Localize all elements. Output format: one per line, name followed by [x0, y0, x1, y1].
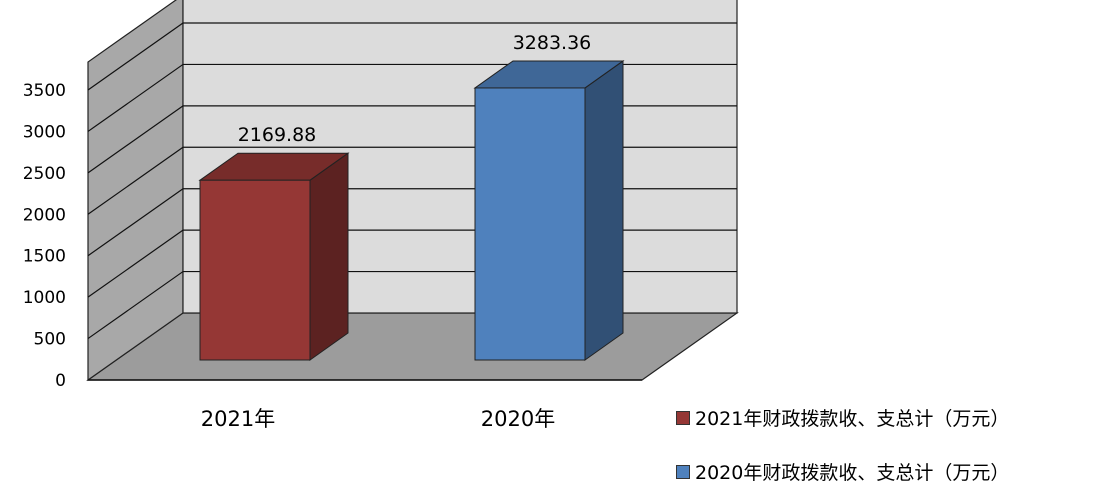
- y-tick-label: 3000: [23, 122, 66, 142]
- y-tick-label: 1000: [23, 288, 66, 308]
- gridline-side: [87, 63, 184, 132]
- bars: [198, 59, 625, 361]
- chart-walls: [86, 0, 739, 382]
- gridline-side: [87, 229, 184, 298]
- x-category-label: 2020年: [481, 407, 555, 431]
- legend-swatch-2021: [676, 410, 690, 425]
- legend-label-2021: 2021年财政拨款收、支总计（万元）: [695, 408, 1010, 430]
- data-label-0: 2169.88: [238, 124, 317, 146]
- x-category-label: 2021年: [201, 407, 275, 431]
- legend-item-2021: 2021年财政拨款收、支总计（万元）: [676, 404, 1009, 431]
- bar-0: [199, 179, 311, 361]
- legend-item-2020: 2020年财政拨款收、支总计（万元）: [676, 458, 1009, 485]
- data-labels: 2169.88 3283.36: [238, 32, 592, 146]
- bar-side-0: [309, 152, 349, 361]
- gridline-side: [87, 188, 184, 257]
- gridline-side: [87, 271, 184, 340]
- bar-1: [474, 87, 586, 361]
- bar-side-1: [584, 59, 624, 361]
- y-tick-label: 0: [55, 371, 66, 391]
- legend-swatch-2020: [676, 464, 690, 479]
- y-tick-label: 500: [34, 330, 66, 350]
- x-axis-categories: 2021年 2020年: [201, 407, 555, 431]
- y-tick-label: 3500: [23, 81, 66, 101]
- y-axis-ticks: 0 500 1000 1500 2000 2500 3000 3500: [23, 81, 66, 391]
- y-tick-label: 1500: [23, 247, 66, 267]
- y-tick-label: 2500: [23, 164, 66, 184]
- side-wall: [87, 0, 184, 382]
- data-label-1: 3283.36: [513, 32, 592, 54]
- gridline-side: [87, 22, 184, 91]
- floor: [86, 312, 739, 381]
- gridline-side: [87, 146, 184, 215]
- legend-label-2020: 2020年财政拨款收、支总计（万元）: [695, 462, 1010, 484]
- gridline-side: [87, 105, 184, 174]
- y-tick-label: 2000: [23, 205, 66, 225]
